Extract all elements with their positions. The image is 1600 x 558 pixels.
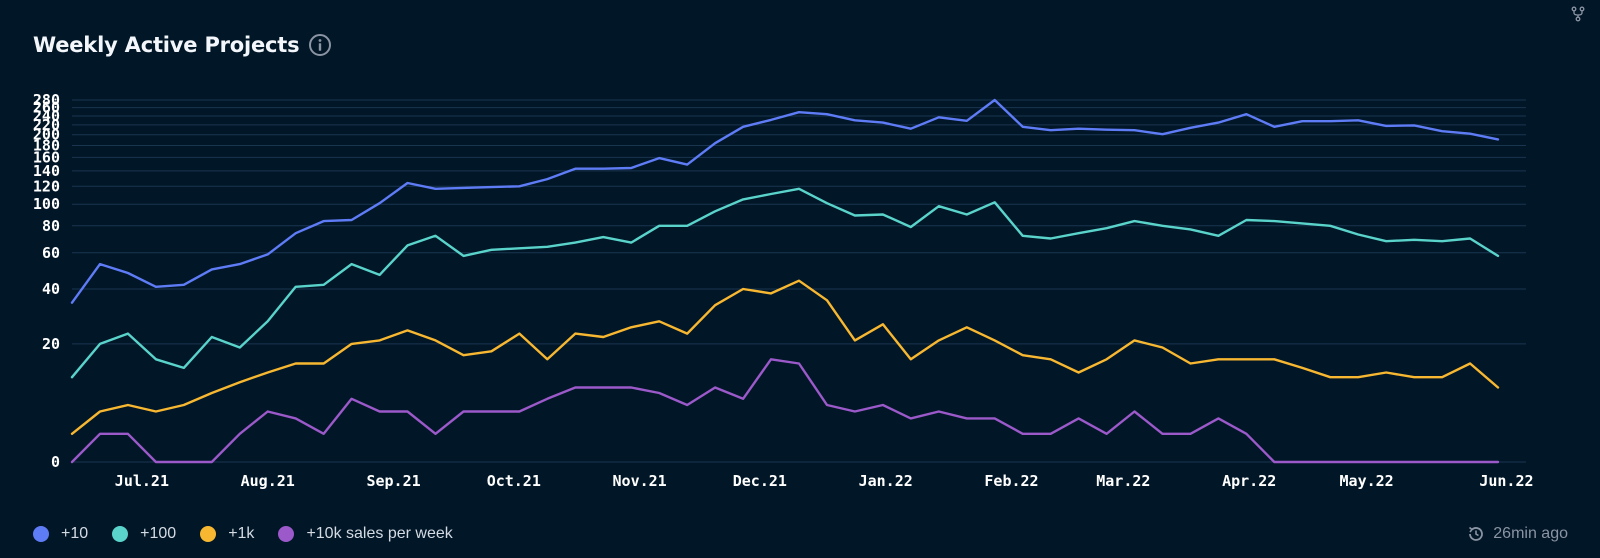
y-tick-label: 260 [33, 99, 60, 117]
y-tick-label: 40 [42, 280, 60, 298]
chart-header: Weekly Active Projects [33, 33, 332, 57]
fork-icon[interactable] [1570, 6, 1586, 22]
y-tick-label: 280 [33, 91, 60, 109]
last-updated: 26min ago [1467, 525, 1568, 543]
x-tick-label: May.22 [1340, 472, 1394, 490]
chart-title: Weekly Active Projects [33, 33, 300, 57]
y-tick-label: 100 [33, 195, 60, 213]
legend-swatch [200, 526, 217, 542]
y-tick-label: 0 [51, 453, 60, 471]
legend-swatch [278, 526, 295, 542]
legend-item[interactable]: +10k sales per week [278, 525, 453, 543]
legend-swatch [33, 526, 49, 542]
y-tick-label: 160 [33, 148, 60, 166]
x-tick-label: Jun.22 [1479, 472, 1533, 490]
x-tick-label: Mar.22 [1096, 472, 1150, 490]
clock-history-icon [1469, 526, 1484, 541]
y-tick-label: 140 [33, 162, 60, 180]
legend: +10 +100 +1k +10k sales per week [33, 525, 477, 543]
x-tick-label: Dec.21 [733, 472, 787, 490]
series-line-2 [70, 279, 1500, 435]
y-tick-label: 80 [42, 217, 60, 235]
x-tick-label: Jan.22 [859, 472, 913, 490]
series-line-0 [70, 98, 1500, 304]
x-tick-label: Apr.22 [1222, 472, 1276, 490]
y-tick-label: 120 [33, 177, 60, 195]
x-tick-label: Feb.22 [984, 472, 1038, 490]
x-tick-label: Aug.21 [241, 472, 295, 490]
y-tick-label: 200 [33, 126, 60, 144]
series-line-3 [70, 358, 1500, 464]
legend-item[interactable]: +1k [200, 525, 254, 543]
y-tick-label: 60 [42, 244, 60, 262]
legend-label: +1k [228, 525, 255, 542]
x-tick-label: Sep.21 [366, 472, 420, 490]
y-tick-label: 220 [33, 116, 60, 134]
legend-swatch [112, 526, 129, 542]
y-tick-label: 180 [33, 136, 60, 154]
legend-item[interactable]: +10 [33, 525, 88, 543]
info-icon[interactable] [308, 33, 332, 57]
series-line-1 [70, 187, 1500, 379]
y-tick-label: 240 [33, 107, 60, 125]
legend-label: +100 [140, 525, 177, 542]
legend-item[interactable]: +100 [112, 525, 176, 543]
last-updated-text: 26min ago [1493, 525, 1568, 542]
x-tick-label: Jul.21 [115, 472, 169, 490]
legend-label: +10k sales per week [306, 525, 453, 542]
x-tick-label: Oct.21 [487, 472, 541, 490]
y-tick-label: 20 [42, 335, 60, 353]
x-tick-label: Nov.21 [613, 472, 667, 490]
legend-label: +10 [61, 525, 89, 542]
